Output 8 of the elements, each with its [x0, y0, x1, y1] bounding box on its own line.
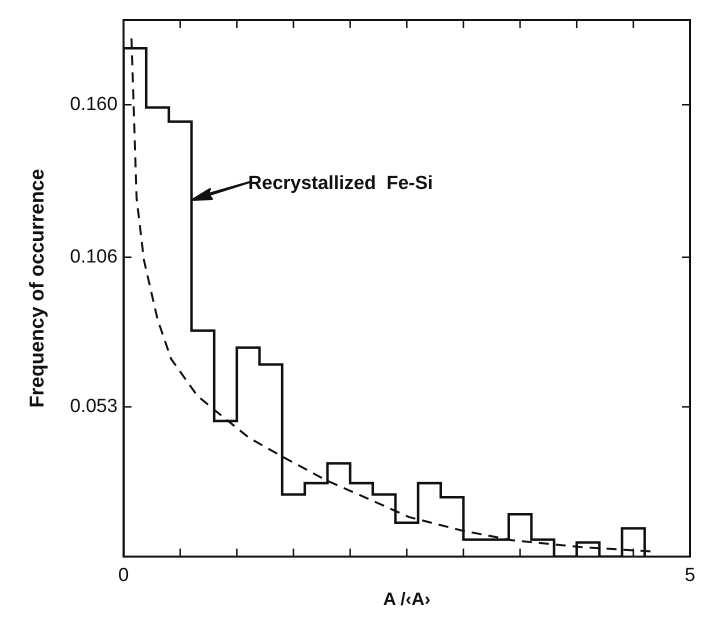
x-axis-title: A /‹A›	[383, 589, 430, 610]
y-tick-label: 0.160	[70, 94, 118, 115]
y-tick-label: 0.106	[70, 246, 118, 268]
x-tick-label: 0	[118, 565, 129, 586]
y-tick-label: 0.053	[70, 396, 118, 418]
y-axis-title: Frequency of occurrence	[26, 168, 49, 408]
x-tick-label: 5	[684, 565, 696, 586]
annotation: Recrystallized Fe-Si	[248, 172, 433, 194]
